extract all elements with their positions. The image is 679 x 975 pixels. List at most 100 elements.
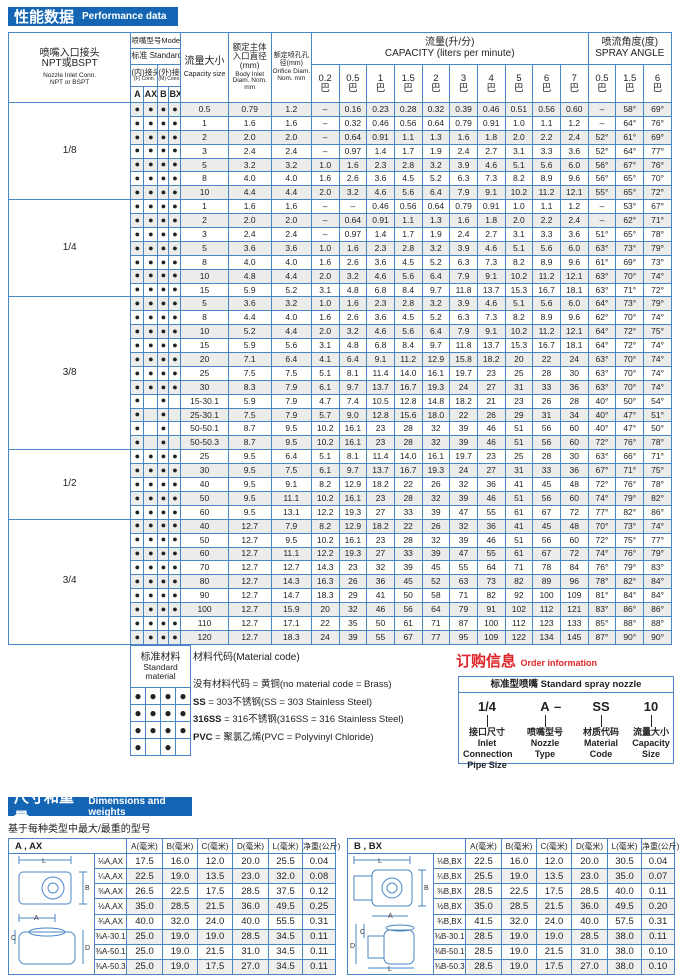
capacity-value: 22 xyxy=(393,518,423,534)
capacity-value: 2.3 xyxy=(366,296,395,312)
capacity-value: 5.6 xyxy=(532,157,561,173)
capacity-value: 1.6 xyxy=(449,213,478,229)
body-diameter: 9.5 xyxy=(227,463,272,479)
capacity-value: 1.1 xyxy=(393,213,423,229)
capacity-value: 16.1 xyxy=(421,449,451,465)
order-part-label-en: Pipe Size xyxy=(467,760,507,770)
order-part: A 喷嘴型号 Nozzle Type xyxy=(521,699,569,760)
spray-angle-value: 76° xyxy=(615,477,645,492)
material-code-line: 316SS = 316不锈钢(316SS = 316 Stainless Ste… xyxy=(193,711,404,729)
model-availability-b: ● xyxy=(157,518,170,534)
dimensions-table-a-ax: A , AX A(毫米) B(毫米) C(毫米) D(毫米) L(毫米) 净重(公斤) L B… xyxy=(8,838,340,975)
capacity-value: 134 xyxy=(532,629,561,645)
spray-angle-value: 70° xyxy=(615,365,645,381)
capacity-size: 70 xyxy=(180,560,229,576)
dimension-value: 22.5 xyxy=(501,883,538,900)
orifice-diameter: 7.5 xyxy=(270,365,312,381)
material-availability-bx: ● xyxy=(175,721,191,739)
capacity-value: 5.1 xyxy=(504,296,534,312)
model-availability-ax: ● xyxy=(143,171,159,187)
model-availability-a: ● xyxy=(130,629,145,645)
spray-angle-value: 63° xyxy=(587,282,617,298)
capacity-value: 31 xyxy=(532,407,561,423)
capacity-value: 1.4 xyxy=(366,227,395,242)
capacity-value: 16.1 xyxy=(338,532,368,548)
model-availability-bx: ● xyxy=(168,588,182,604)
capacity-value: 3.6 xyxy=(559,227,589,242)
model-availability-ax xyxy=(143,393,159,409)
capacity-value: 1.9 xyxy=(421,143,451,159)
spray-angle-value: 64° xyxy=(587,324,617,340)
body-diameter: 1.6 xyxy=(227,199,272,215)
dimension-value: 27.0 xyxy=(571,958,609,975)
model-availability-ax: ● xyxy=(143,463,159,479)
capacity-value: 0.91 xyxy=(366,213,395,229)
capacity-value: 1.7 xyxy=(393,143,423,159)
dimension-value: 28.5 xyxy=(501,898,538,915)
capacity-value: 26 xyxy=(476,407,506,423)
capacity-value: 55 xyxy=(449,560,478,576)
capacity-size: 30 xyxy=(180,463,229,479)
dimension-value: 26.5 xyxy=(126,883,163,900)
capacity-value: 4.6 xyxy=(366,268,395,284)
model-availability-bx: ● xyxy=(168,254,182,270)
spray-angle-value: 86° xyxy=(643,504,672,520)
model-availability-ax: ● xyxy=(143,254,159,270)
capacity-value: 0.46 xyxy=(366,199,395,215)
capacity-size: 20 xyxy=(180,352,229,367)
orifice-diameter: 1.6 xyxy=(270,199,312,215)
capacity-value: 48 xyxy=(559,477,589,492)
inlet-size: 3/4 xyxy=(7,518,132,645)
pressure-value: 5 xyxy=(516,72,522,84)
capacity-value: 28 xyxy=(393,490,423,506)
model-availability-bx: ● xyxy=(168,310,182,326)
inlet-header-en: Nozzle Inlet Conn. xyxy=(43,71,97,79)
orifice-diameter: 1.2 xyxy=(270,102,312,117)
capacity-value: 23 xyxy=(338,560,368,576)
capacity-size: 25 xyxy=(180,449,229,465)
spray-angle-value: 79° xyxy=(643,296,672,312)
dimensions-table-title: B , BX xyxy=(346,838,467,854)
model-availability-ax: ● xyxy=(143,240,159,256)
spray-angle-header: 喷流角度(度) SPRAY ANGLE xyxy=(587,32,673,65)
orifice-diameter: 11.1 xyxy=(270,546,312,562)
dimensions-header-row: B , BX A(毫米) B(毫米) C(毫米) D(毫米) L(毫米) 净重(公斤) xyxy=(346,838,679,854)
dimension-value: 28.5 xyxy=(571,928,609,945)
spray-angle-value: 74° xyxy=(643,365,672,381)
model-availability-ax: ● xyxy=(143,629,159,645)
material-availability-b: ● xyxy=(160,704,176,722)
capacity-value: 16.7 xyxy=(393,463,423,479)
capacity-value: 92 xyxy=(504,588,534,604)
model-name: ⅜B-50.3 xyxy=(432,958,467,975)
model-availability-ax xyxy=(143,421,159,437)
performance-title-cn: 性能数据 xyxy=(14,9,75,26)
model-availability-bx: ● xyxy=(168,352,182,367)
orifice-diameter: 4.4 xyxy=(270,324,312,340)
capacity-value: 16.3 xyxy=(310,574,340,590)
orifice-diameter: 9.1 xyxy=(270,477,312,492)
dimension-value: 28.5 xyxy=(571,883,609,900)
spray-angle-value: 74° xyxy=(643,338,672,354)
capacity-size: 50-50.1 xyxy=(180,421,229,437)
model-availability-bx: ● xyxy=(168,129,182,145)
capacity-value: 4.6 xyxy=(366,185,395,201)
body-diameter: 9.5 xyxy=(227,449,272,465)
model-availability-a: ● xyxy=(130,115,145,131)
svg-text:D: D xyxy=(350,943,355,950)
capacity-size: 50 xyxy=(180,532,229,548)
spray-angle-value: 79° xyxy=(615,490,645,506)
model-availability-bx: ● xyxy=(168,615,182,631)
capacity-value: 33 xyxy=(393,504,423,520)
model-availability-a: ● xyxy=(130,254,145,270)
pressure-unit: 巴 xyxy=(320,82,330,94)
model-availability-bx: ● xyxy=(168,449,182,465)
spray-angle-value: 47° xyxy=(615,407,645,423)
material-codes: 材料代码(Material code) 没有材料代码 = 黄铜(no mater… xyxy=(193,648,404,746)
material-code-line: PVC = 聚氯乙烯(PVC = Polyvinyl Chloride) xyxy=(193,729,404,747)
capacity-value: 123 xyxy=(532,615,561,631)
dimension-value: 25.5 xyxy=(268,852,303,870)
capacity-value: 12.1 xyxy=(559,268,589,284)
orifice-diameter: 7.9 xyxy=(270,518,312,534)
dimension-value: 17.5 xyxy=(197,883,233,900)
capacity-value: 0.46 xyxy=(366,115,395,131)
